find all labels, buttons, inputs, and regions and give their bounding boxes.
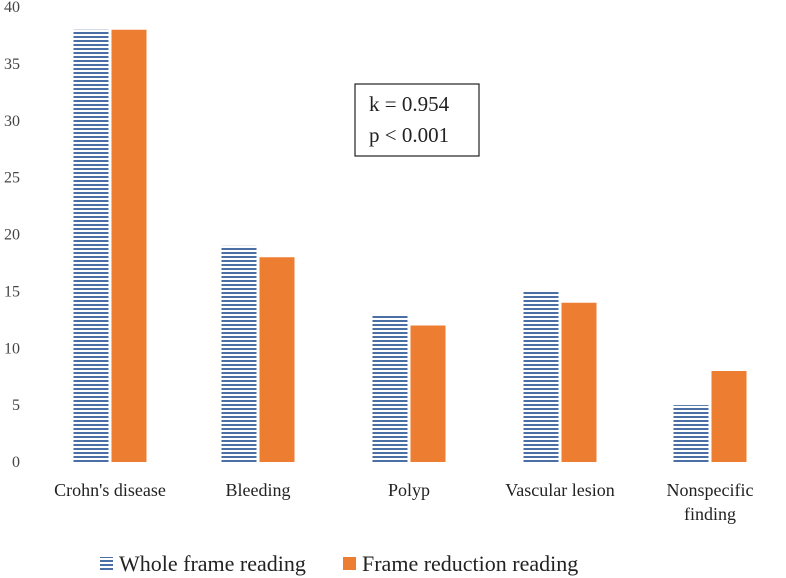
legend-swatch-whole-frame bbox=[100, 557, 113, 570]
legend-label-whole-frame: Whole frame reading bbox=[119, 551, 306, 576]
bar-whole-frame-0 bbox=[73, 29, 109, 462]
bar-frame-reduction-1 bbox=[259, 257, 295, 462]
bars bbox=[73, 29, 747, 462]
bar-whole-frame-1 bbox=[221, 245, 257, 462]
y-tick-label: 30 bbox=[4, 113, 20, 130]
y-tick-label: 10 bbox=[4, 340, 20, 357]
x-category-label: Bleeding bbox=[226, 480, 291, 500]
bar-frame-reduction-4 bbox=[711, 371, 747, 462]
x-category-label: finding bbox=[684, 504, 736, 524]
bar-frame-reduction-0 bbox=[111, 29, 147, 462]
bar-whole-frame-3 bbox=[523, 291, 559, 462]
annotation-kappa: k = 0.954 bbox=[369, 92, 450, 116]
annotation-frame bbox=[354, 83, 480, 157]
annotation-box: k = 0.954 p < 0.001 bbox=[354, 83, 480, 157]
y-tick-label: 20 bbox=[4, 227, 20, 244]
y-tick-label: 25 bbox=[4, 170, 20, 187]
y-tick-label: 15 bbox=[4, 283, 20, 300]
x-axis-labels: Crohn's disease Bleeding Polyp Vascular les… bbox=[54, 480, 753, 524]
x-category-label: Polyp bbox=[388, 480, 430, 500]
legend-swatch-frame-reduction bbox=[343, 557, 356, 570]
x-category-label: Crohn's disease bbox=[54, 480, 166, 500]
y-tick-label: 35 bbox=[4, 56, 20, 73]
legend: Whole frame reading Frame reduction read… bbox=[100, 551, 578, 576]
bar-frame-reduction-3 bbox=[561, 302, 597, 462]
y-axis: 0 5 10 15 20 25 30 35 40 bbox=[4, 0, 20, 471]
y-tick-label: 5 bbox=[12, 397, 20, 414]
annotation-p-value: p < 0.001 bbox=[369, 123, 449, 147]
bar-whole-frame-4 bbox=[673, 405, 709, 462]
y-tick-label: 0 bbox=[12, 454, 20, 471]
legend-label-frame-reduction: Frame reduction reading bbox=[362, 551, 578, 576]
y-tick-label: 40 bbox=[4, 0, 20, 16]
bar-frame-reduction-2 bbox=[410, 325, 446, 462]
bar-whole-frame-2 bbox=[372, 314, 408, 462]
x-category-label: Vascular lesion bbox=[505, 480, 614, 500]
x-category-label: Nonspecific bbox=[667, 480, 754, 500]
